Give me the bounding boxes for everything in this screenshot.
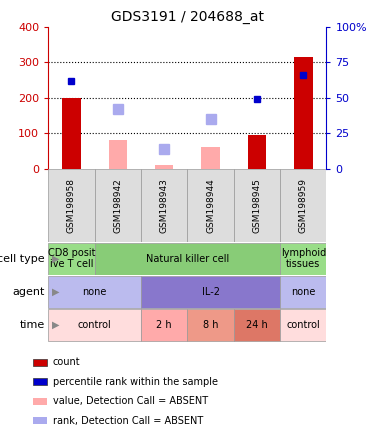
- Bar: [48, 276, 141, 308]
- Text: none: none: [291, 287, 315, 297]
- Text: GSM198945: GSM198945: [252, 178, 262, 233]
- Bar: [248, 135, 266, 169]
- Text: control: control: [78, 320, 111, 330]
- Text: 24 h: 24 h: [246, 320, 268, 330]
- Bar: [201, 147, 220, 169]
- Text: IL-2: IL-2: [201, 287, 220, 297]
- Text: GSM198944: GSM198944: [206, 178, 215, 233]
- Bar: [33, 398, 47, 405]
- Text: ▶: ▶: [52, 254, 59, 264]
- Text: agent: agent: [12, 287, 45, 297]
- Bar: [141, 169, 187, 242]
- Text: count: count: [53, 357, 81, 367]
- Bar: [48, 309, 141, 341]
- Bar: [95, 169, 141, 242]
- Bar: [141, 276, 280, 308]
- Bar: [109, 140, 127, 169]
- Bar: [234, 169, 280, 242]
- Text: GSM198942: GSM198942: [113, 178, 122, 233]
- Text: Natural killer cell: Natural killer cell: [146, 254, 229, 264]
- Bar: [141, 309, 187, 341]
- Text: 8 h: 8 h: [203, 320, 218, 330]
- Bar: [33, 417, 47, 424]
- Text: percentile rank within the sample: percentile rank within the sample: [53, 377, 218, 387]
- Bar: [33, 359, 47, 366]
- Bar: [33, 378, 47, 385]
- Text: GSM198943: GSM198943: [160, 178, 169, 233]
- Text: GSM198958: GSM198958: [67, 178, 76, 233]
- Text: 2 h: 2 h: [156, 320, 172, 330]
- Bar: [48, 242, 95, 274]
- Title: GDS3191 / 204688_at: GDS3191 / 204688_at: [111, 10, 264, 24]
- Bar: [280, 309, 326, 341]
- Bar: [187, 309, 234, 341]
- Bar: [294, 57, 312, 169]
- Bar: [95, 242, 280, 274]
- Text: ▶: ▶: [52, 287, 59, 297]
- Bar: [234, 309, 280, 341]
- Bar: [187, 169, 234, 242]
- Bar: [280, 242, 326, 274]
- Text: CD8 posit
ive T cell: CD8 posit ive T cell: [47, 248, 95, 270]
- Text: value, Detection Call = ABSENT: value, Detection Call = ABSENT: [53, 396, 208, 406]
- Text: cell type: cell type: [0, 254, 45, 264]
- Bar: [280, 169, 326, 242]
- Text: time: time: [19, 320, 45, 330]
- Bar: [62, 98, 81, 169]
- Bar: [48, 169, 95, 242]
- Bar: [280, 276, 326, 308]
- Bar: [155, 165, 174, 169]
- Text: control: control: [286, 320, 320, 330]
- Text: ▶: ▶: [52, 320, 59, 330]
- Text: GSM198959: GSM198959: [299, 178, 308, 233]
- Text: lymphoid
tissues: lymphoid tissues: [281, 248, 326, 270]
- Text: rank, Detection Call = ABSENT: rank, Detection Call = ABSENT: [53, 416, 203, 426]
- Text: none: none: [82, 287, 107, 297]
